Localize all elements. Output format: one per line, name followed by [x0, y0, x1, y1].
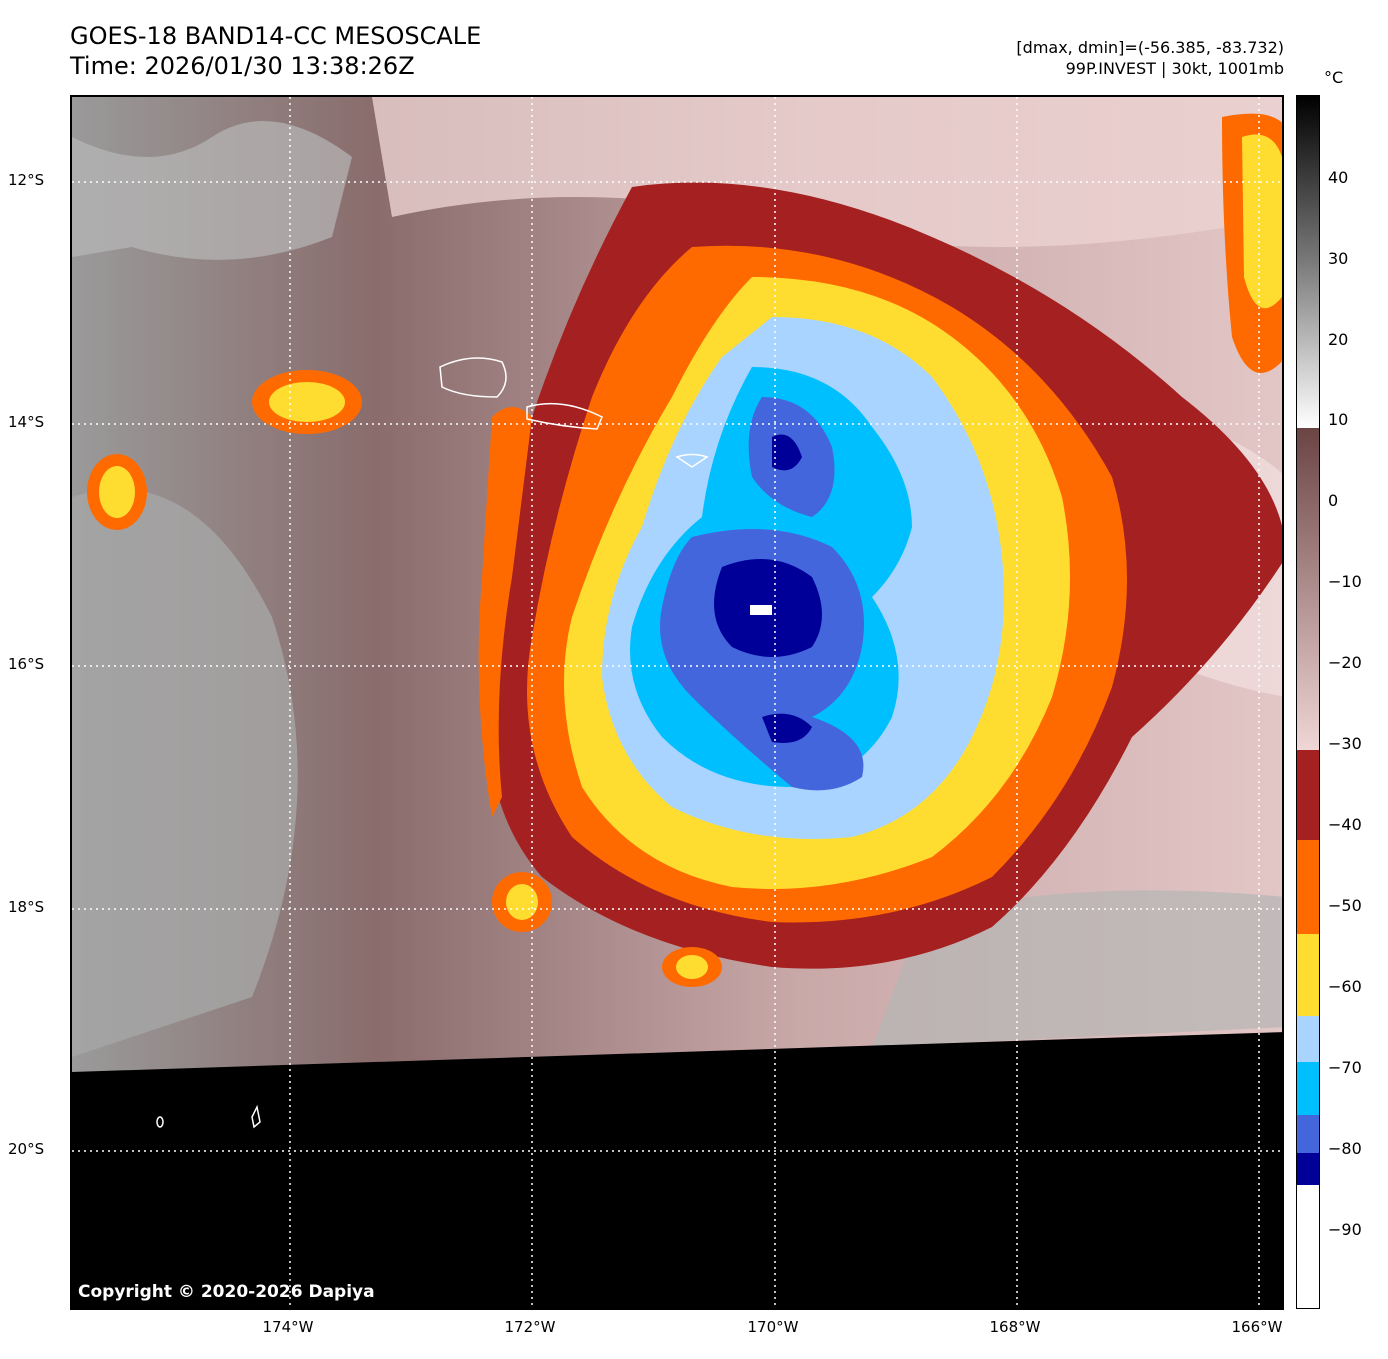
- colorbar-tick-m30: −30: [1328, 734, 1362, 753]
- colorbar-tick-m20: −20: [1328, 653, 1362, 672]
- lon-label-166w: 166°W: [1231, 1318, 1283, 1336]
- island-outline-upolu: [526, 402, 603, 430]
- rainband-west: [478, 407, 532, 817]
- lat-label-14s: 14°S: [8, 413, 45, 431]
- cell-se-yellow: [676, 955, 708, 979]
- lat-label-18s: 18°S: [8, 898, 45, 916]
- colorbar-tick-m80: −80: [1328, 1139, 1362, 1158]
- image-timestamp: Time: 2026/01/30 13:38:26Z: [70, 52, 415, 80]
- colorbar-tick-m60: −60: [1328, 977, 1362, 996]
- copyright-text: Copyright © 2020-2026 Dapiya: [78, 1282, 375, 1302]
- colorbar-tick-m90: −90: [1328, 1220, 1362, 1239]
- colorbar-tick-m10: −10: [1328, 572, 1362, 591]
- storm-info-label: 99P.INVEST | 30kt, 1001mb: [1065, 59, 1284, 78]
- island-outline-south-1: [156, 1116, 164, 1128]
- cell-nw-yellow: [269, 382, 345, 422]
- lat-label-16s: 16°S: [8, 655, 45, 673]
- gray-cloud-region-west: [72, 489, 298, 1057]
- colorbar-tick-m70: −70: [1328, 1058, 1362, 1077]
- lon-label-172w: 172°W: [504, 1318, 556, 1336]
- cell-south-yellow: [506, 884, 538, 920]
- colorbar-tick-20: 20: [1328, 330, 1349, 349]
- graticule: [72, 97, 1282, 1308]
- colorbar-unit: °C: [1324, 68, 1344, 87]
- satellite-map[interactable]: Copyright © 2020-2026 Dapiya: [70, 95, 1284, 1310]
- colorbar: [1296, 95, 1320, 1309]
- lon-label-168w: 168°W: [989, 1318, 1041, 1336]
- island-outline-tutuila: [675, 453, 709, 468]
- coldest-pixels: [750, 605, 772, 615]
- colorbar-tick-0: 0: [1328, 491, 1339, 510]
- gray-cloud-region-north: [72, 121, 352, 260]
- image-title: GOES-18 BAND14-CC MESOSCALE: [70, 22, 482, 50]
- pink-cloud-region-north: [372, 97, 1282, 247]
- island-outline-south-2: [251, 1104, 261, 1129]
- island-outline-savaii: [439, 357, 507, 398]
- lat-label-12s: 12°S: [8, 171, 45, 189]
- colorbar-tick-40: 40: [1328, 168, 1349, 187]
- lon-label-174w: 174°W: [262, 1318, 314, 1336]
- colorbar-gradient: [1297, 96, 1319, 1308]
- colorbar-tick-m40: −40: [1328, 815, 1362, 834]
- no-data-region: [72, 1032, 1282, 1308]
- colorbar-tick-10: 10: [1328, 410, 1349, 429]
- navy-core-north: [772, 434, 802, 471]
- satellite-imagery: [72, 97, 1282, 1308]
- cell-west-yellow: [99, 466, 135, 518]
- lon-label-170w: 170°W: [747, 1318, 799, 1336]
- colorbar-tick-m50: −50: [1328, 896, 1362, 915]
- cell-ne-yellow: [1242, 134, 1282, 309]
- lat-label-20s: 20°S: [8, 1140, 45, 1158]
- data-range-label: [dmax, dmin]=(-56.385, -83.732): [1016, 38, 1284, 57]
- colorbar-tick-30: 30: [1328, 249, 1349, 268]
